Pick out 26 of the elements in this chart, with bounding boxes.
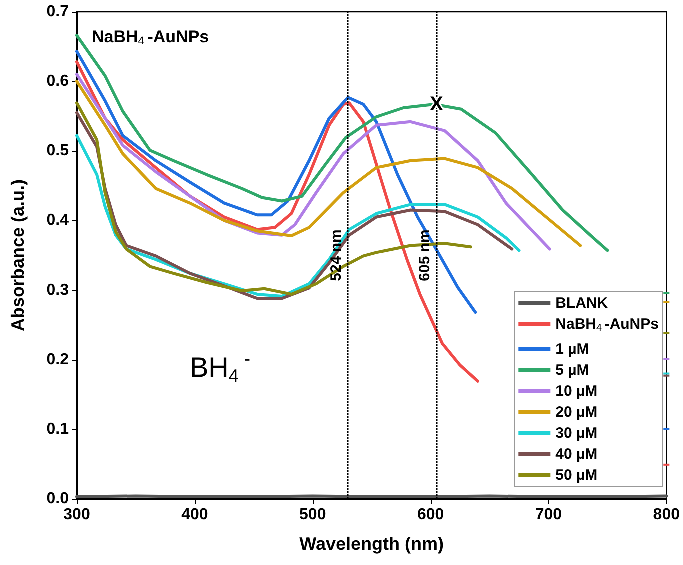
y-tick-label: 0.3	[46, 282, 70, 299]
x-tick-label: 300	[64, 506, 90, 524]
ref-line-label: 524 nm	[328, 230, 346, 282]
y-tick-label: 0.4	[46, 212, 70, 230]
x-tick-label: 800	[653, 506, 680, 524]
x-tick-label: 700	[535, 506, 562, 524]
y-axis-title: Absorbance (a.u.)	[8, 179, 28, 332]
x-tick-label: 500	[300, 506, 326, 524]
legend-label: BLANK	[556, 295, 608, 312]
legend-label: 50 µM	[556, 467, 598, 484]
legend-label: 1 µM	[556, 341, 590, 358]
x-tick-label: 600	[417, 506, 444, 524]
y-tick-label: 0.6	[46, 73, 70, 90]
x-axis-title: Wavelength (nm)	[300, 534, 444, 554]
ref-line-label: 605 nm	[416, 230, 434, 282]
legend-label: 30 µM	[556, 425, 598, 442]
legend-label: 40 µM	[556, 446, 598, 463]
legend-label: 20 µM	[556, 404, 598, 421]
y-tick-label: 0.2	[46, 351, 70, 368]
y-tick-label: 0.1	[46, 420, 70, 438]
y-tick-label: 0.7	[46, 4, 70, 20]
legend-label: 5 µM	[556, 362, 590, 379]
y-tick-label: 0.0	[46, 490, 70, 508]
legend-label: 10 µM	[556, 383, 598, 400]
x-tick-label: 400	[182, 506, 208, 524]
y-tick-label: 0.5	[46, 142, 70, 160]
